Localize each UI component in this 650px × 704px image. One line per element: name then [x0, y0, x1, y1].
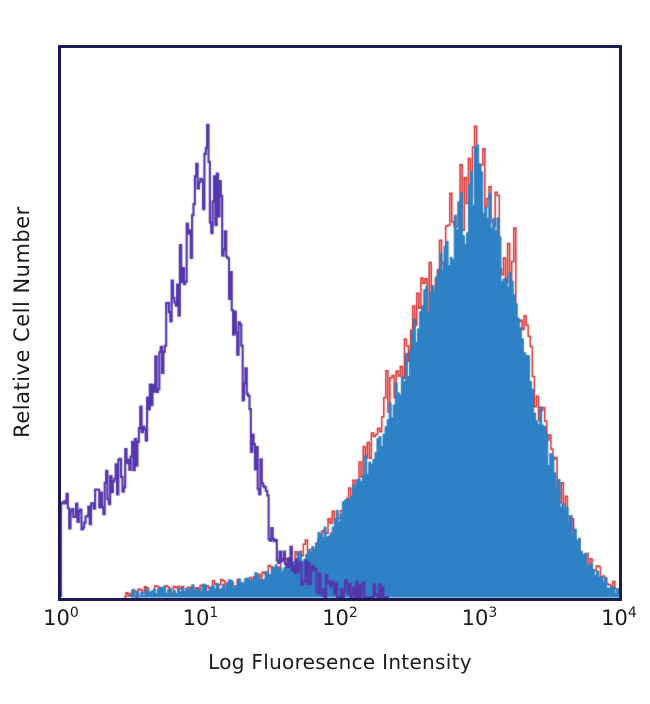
x-tick-label: 102: [322, 605, 358, 630]
x-tick-label: 104: [601, 605, 637, 630]
x-tick-label: 101: [182, 605, 219, 630]
plot-area: [58, 45, 622, 601]
y-axis-label: Relative Cell Number: [10, 206, 34, 438]
x-tick-label: 103: [461, 605, 498, 630]
x-axis-tick-labels: 100 101 102 103 104: [43, 605, 637, 640]
x-tick-label: 100: [43, 605, 79, 630]
x-axis-label: Log Fluoresence Intensity: [208, 650, 472, 674]
histogram-canvas: [61, 48, 619, 598]
